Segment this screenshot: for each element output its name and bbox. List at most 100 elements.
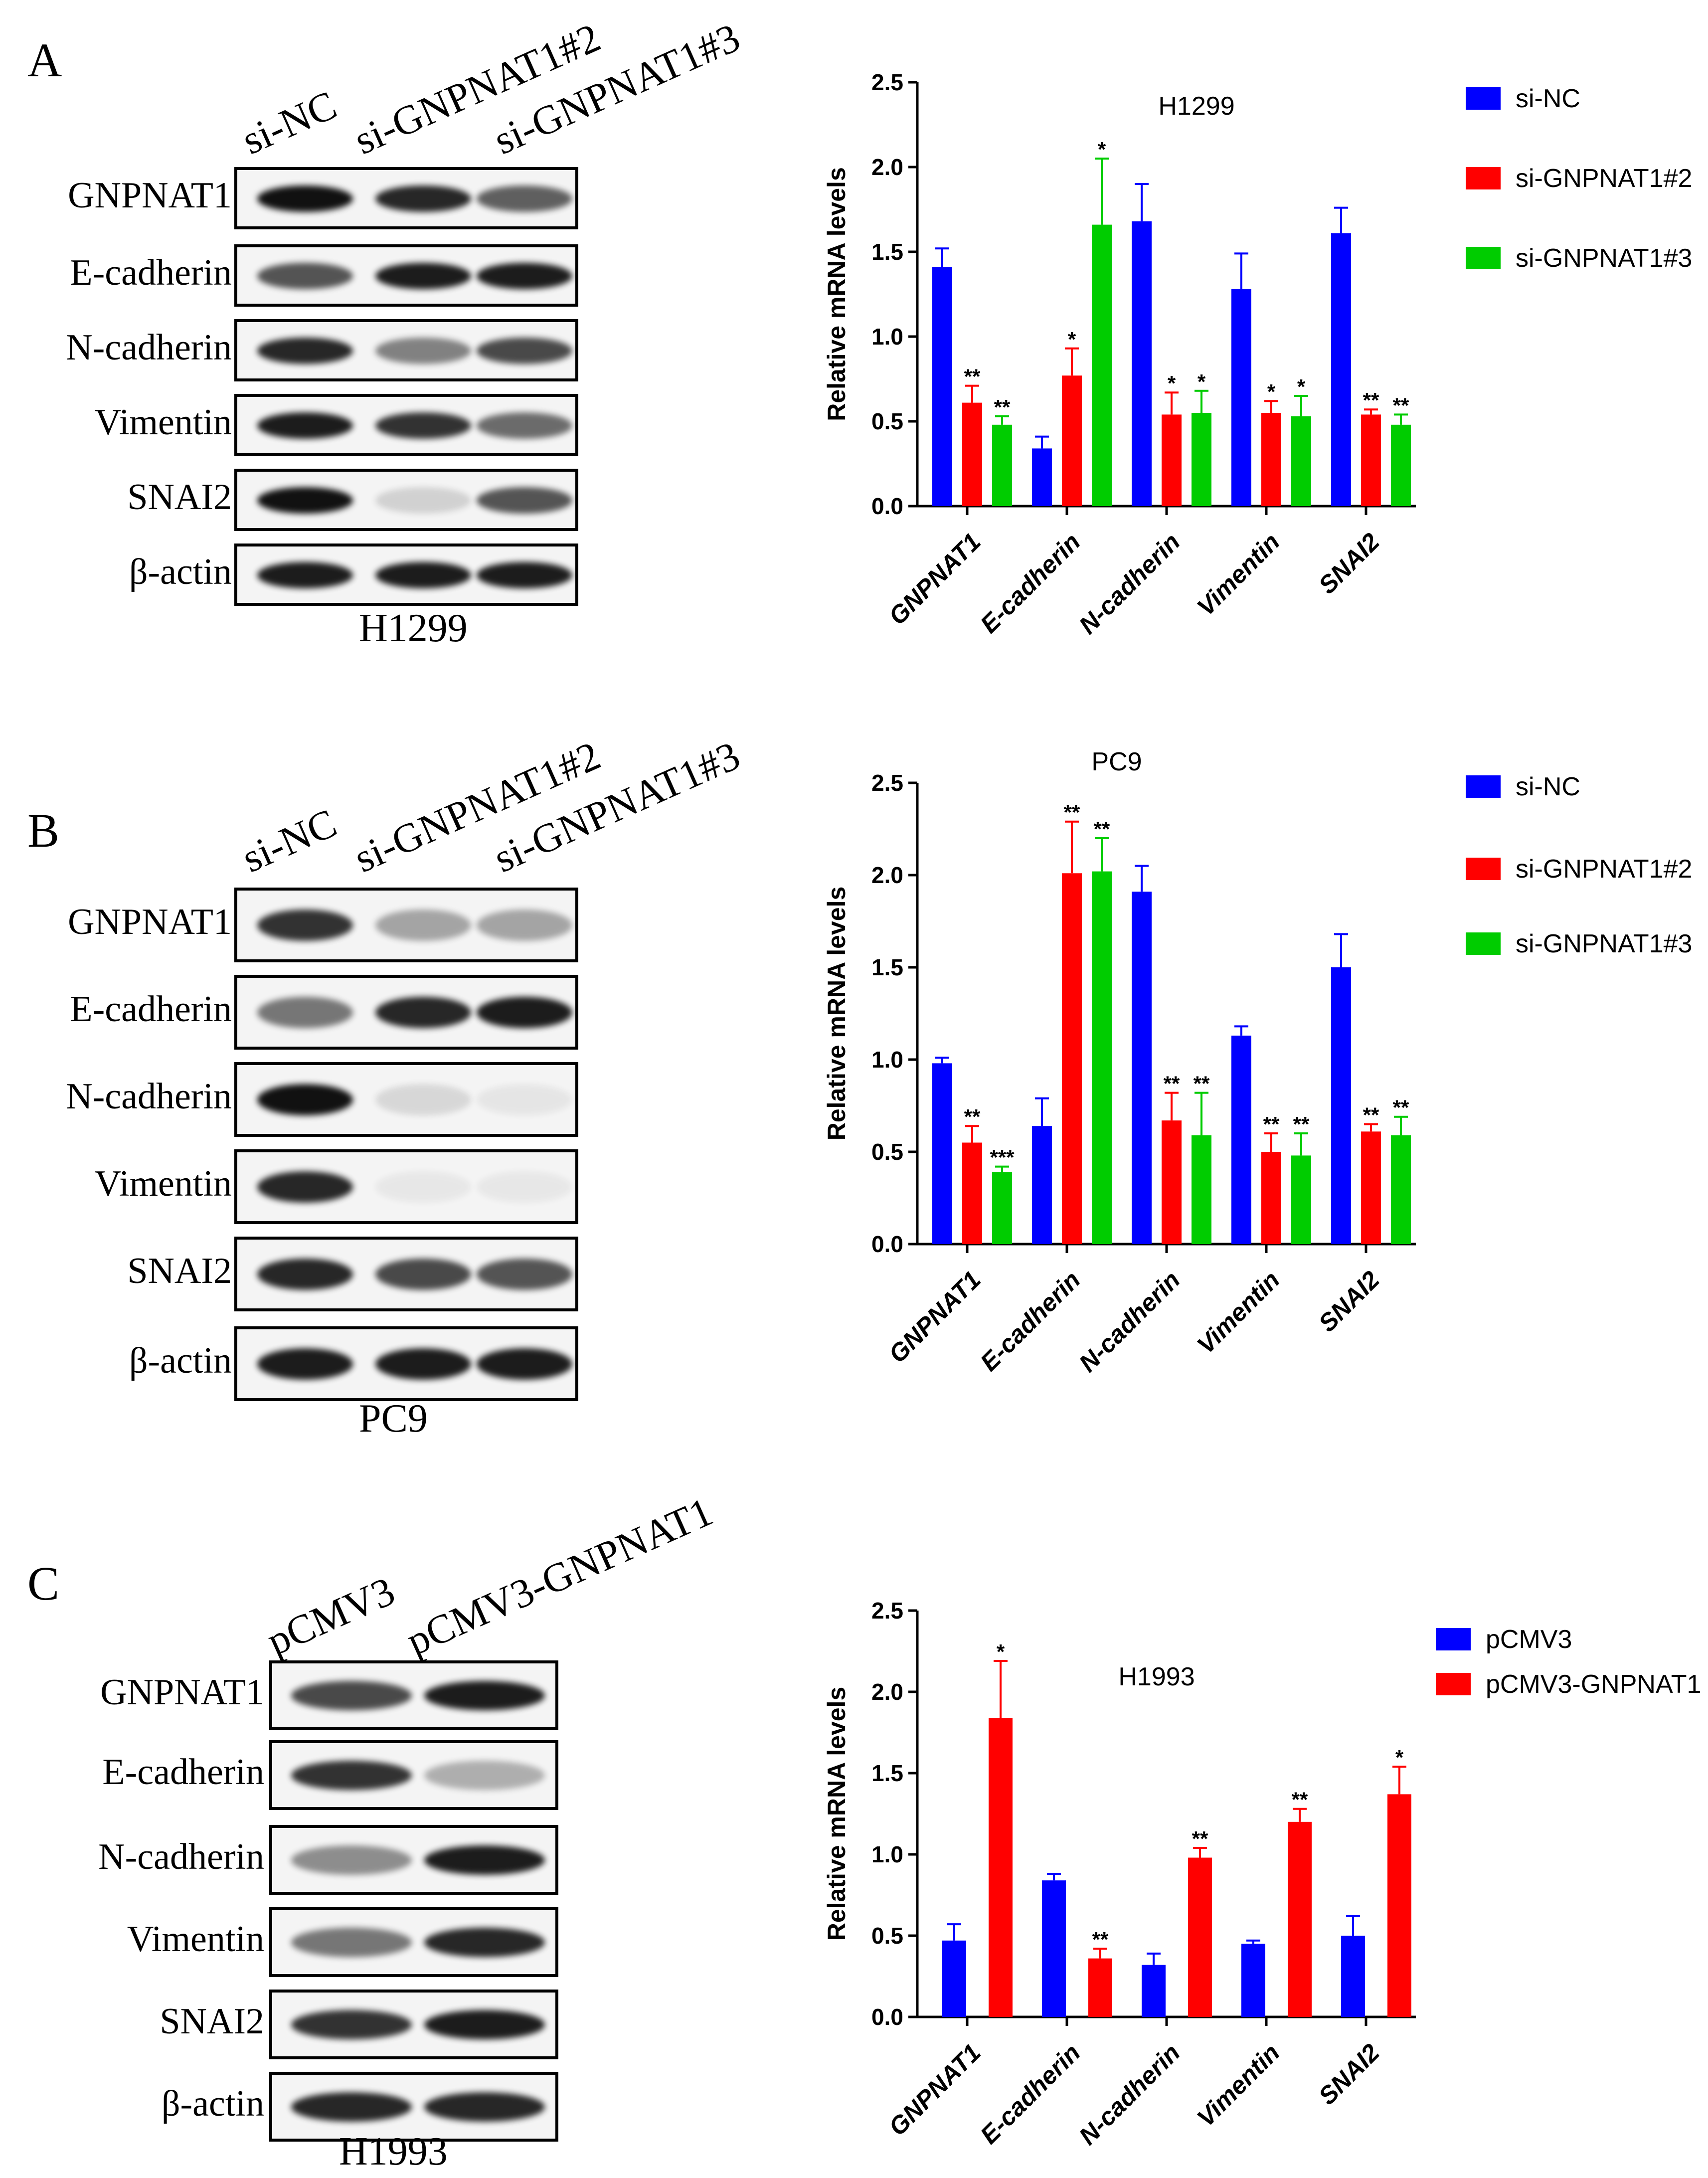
bar	[1042, 1880, 1066, 2017]
blot-row	[234, 469, 578, 531]
blot-band	[375, 1084, 471, 1115]
blot-band	[424, 1761, 545, 1790]
blot-band	[375, 338, 471, 364]
bar	[1261, 1152, 1281, 1244]
blot-band	[257, 1171, 353, 1203]
bar	[992, 424, 1012, 506]
significance-label: **	[1363, 388, 1379, 412]
blot-band	[477, 185, 573, 212]
chart-title: H1299	[1158, 92, 1234, 121]
x-category-label: E-cadherin	[975, 1266, 1085, 1376]
blot-band	[291, 1681, 412, 1710]
blot-band	[477, 1171, 573, 1203]
x-category-label: N-cadherin	[1074, 1266, 1186, 1377]
bar	[1291, 416, 1311, 506]
significance-label: **	[1393, 1096, 1409, 1119]
x-category-label: GNPNAT1	[883, 2038, 986, 2141]
significance-label: **	[1094, 817, 1110, 841]
blot-band	[375, 185, 471, 212]
bar	[1162, 414, 1182, 506]
blot-band	[257, 338, 353, 364]
bar	[1241, 1944, 1265, 2017]
protein-label: E-cadherin	[70, 252, 232, 293]
bar	[1391, 424, 1411, 506]
bar	[1192, 413, 1211, 506]
protein-label: SNAI2	[127, 1251, 232, 1291]
protein-label: E-cadherin	[102, 1752, 264, 1793]
blot-band	[291, 1928, 412, 1957]
significance-label: *	[997, 1640, 1005, 1663]
blot-band	[477, 338, 573, 364]
legend-swatch	[1466, 858, 1501, 880]
bar	[1231, 1035, 1251, 1244]
x-category-label: E-cadherin	[975, 528, 1085, 638]
bar	[1162, 1120, 1182, 1244]
protein-label: SNAI2	[127, 476, 232, 518]
legend-label: si-GNPNAT1#3	[1516, 929, 1692, 958]
bar	[1132, 892, 1152, 1244]
x-category-label: Vimentin	[1192, 1266, 1285, 1359]
legend-label: pCMV3	[1486, 1625, 1572, 1654]
bar	[1132, 221, 1152, 506]
lane-label: si-NC	[235, 800, 343, 882]
significance-label: **	[1194, 1072, 1210, 1095]
cell-line-label: H1993	[339, 2130, 448, 2174]
y-tick-label: 1.0	[871, 324, 903, 350]
y-axis-label: Relative mRNA levels	[823, 887, 851, 1141]
bar	[1092, 871, 1112, 1244]
blot-row	[234, 1237, 578, 1311]
bar	[1341, 1936, 1365, 2017]
legend-label: si-NC	[1516, 84, 1580, 113]
bar	[1387, 1794, 1411, 2017]
y-tick-label: 2.0	[871, 154, 903, 180]
significance-label: **	[1393, 393, 1409, 417]
blot-band	[477, 996, 573, 1028]
lane-label: pCMV3-GNPNAT1	[400, 1488, 719, 1664]
blot-band	[257, 412, 353, 439]
y-tick-label: 1.0	[871, 1047, 903, 1073]
bar	[932, 267, 952, 506]
bar	[942, 1940, 966, 2017]
blot-band	[257, 909, 353, 941]
blot-row	[269, 1825, 558, 1895]
significance-label: *	[1068, 328, 1076, 351]
protein-label: N-cadherin	[66, 1076, 232, 1117]
legend-swatch	[1436, 1628, 1471, 1650]
significance-label: **	[1263, 1112, 1280, 1136]
blot-band	[257, 1084, 353, 1115]
protein-label: Vimentin	[127, 1919, 264, 1960]
bar	[1231, 289, 1251, 506]
blot-band	[424, 1845, 545, 1875]
blot-band	[375, 909, 471, 941]
protein-label: GNPNAT1	[68, 175, 232, 216]
blot-row	[234, 167, 578, 229]
blot-row	[269, 1907, 558, 1977]
blot-band	[477, 487, 573, 514]
blot-band	[375, 1171, 471, 1203]
y-tick-label: 2.0	[871, 1679, 903, 1705]
bar	[1092, 224, 1112, 507]
lane-label: si-NC	[235, 82, 343, 164]
significance-label: *	[1168, 371, 1176, 395]
blot-band	[375, 1348, 471, 1380]
blot-row	[234, 319, 578, 381]
blot-band	[477, 909, 573, 941]
legend-swatch	[1466, 167, 1501, 189]
bar	[962, 1142, 982, 1244]
protein-label: SNAI2	[160, 2001, 264, 2042]
blot-band	[257, 1258, 353, 1290]
y-tick-label: 2.5	[871, 770, 903, 796]
bar-chart-h1993: 0.0 0.5 1.0 1.5 2.0 2.5 Relative mRNA levels H1…	[823, 1598, 1701, 2150]
significance-label: **	[1293, 1112, 1310, 1136]
y-tick-label: 0.0	[871, 493, 903, 519]
blot-row	[269, 1990, 558, 2059]
blot-band	[477, 562, 573, 588]
legend-label: si-NC	[1516, 772, 1580, 801]
legend-swatch	[1466, 247, 1501, 269]
blot-band	[257, 185, 353, 212]
bar	[1331, 967, 1351, 1244]
legend-swatch	[1436, 1673, 1471, 1695]
y-tick-label: 2.5	[871, 69, 903, 95]
blot-band	[424, 2010, 545, 2039]
protein-label: Vimentin	[94, 401, 232, 443]
